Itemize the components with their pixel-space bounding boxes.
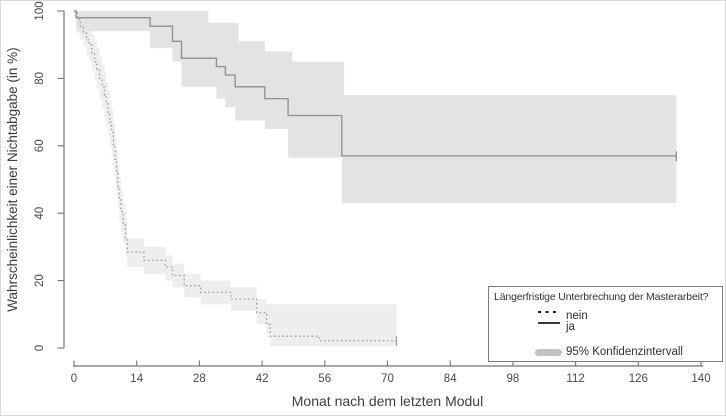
curve-nein [74,10,397,342]
confidence-band-ja [74,11,677,204]
dotted-line-sample [538,311,560,313]
y-axis-tick-label: 80 [34,72,46,85]
legend-box: Längerfristige Unterbrechung der Mastera… [488,286,723,362]
x-axis-tick-label: 14 [130,373,143,385]
x-axis-tick-label: 84 [444,373,457,385]
legend-item-confidence-interval: 95% Konfidenzintervall [489,345,722,359]
x-axis-title: Monat nach dem letzten Modul [292,393,483,409]
x-axis-tick-label: 126 [629,373,648,385]
y-axis-tick-label: 40 [34,207,46,220]
legend-item-nein: nein [489,309,722,323]
confidence-band-nein [74,11,397,347]
legend-label-ja: ja [566,321,575,333]
x-axis-tick-label: 70 [381,373,394,385]
legend-title: Längerfristige Unterbrechung der Mastera… [494,291,709,303]
legend-item-ja: ja [489,320,722,334]
solid-line-sample [538,322,560,324]
y-axis-title: Wahrscheinlichkeit einer Nichtabgabe (in… [5,47,20,311]
x-axis-tick-label: 98 [507,373,520,385]
curve-ja [74,10,677,157]
y-axis-tick-label: 100 [34,1,46,20]
x-axis-tick-label: 112 [566,373,584,385]
y-axis-tick-label: 20 [34,274,46,287]
x-axis-tick-label: 56 [318,373,331,385]
x-axis-tick-label: 42 [256,373,269,385]
x-axis-tick-label: 0 [71,373,77,385]
x-axis-tick-label: 140 [691,373,710,385]
y-axis-tick-label: 60 [34,139,46,152]
legend-label-nein: nein [566,310,588,322]
confidence-band-sample [535,349,562,356]
x-axis-tick-label: 28 [193,373,206,385]
y-axis-tick-label: 0 [34,345,46,351]
legend-label-confidence-interval: 95% Konfidenzintervall [566,346,683,358]
